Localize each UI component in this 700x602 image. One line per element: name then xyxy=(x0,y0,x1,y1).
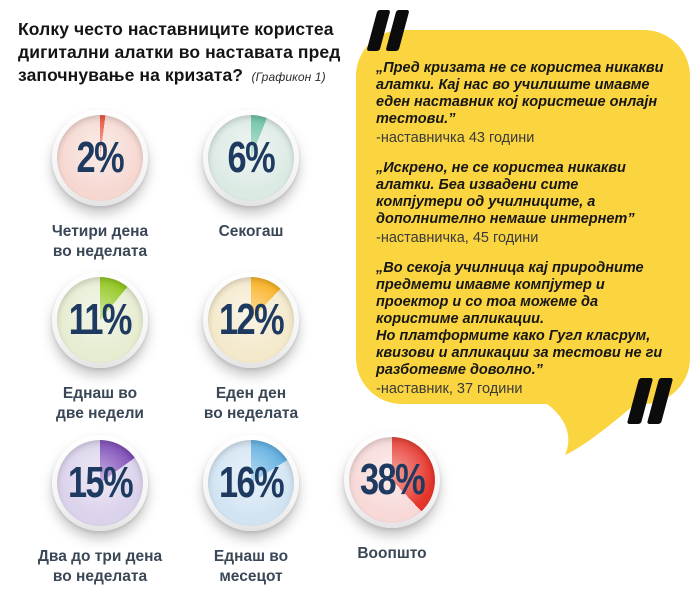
quote-text: „Пред кризата не се користеа никакви ала… xyxy=(376,60,664,127)
quote-item: „Искрено, не се користеа никакви алатки.… xyxy=(376,160,668,247)
pie-value: 2% xyxy=(76,133,125,182)
pie-chart-four-days-a-week: 2% Четири дена во неделата xyxy=(52,110,148,260)
quote-item: „Пред кризата не се користеа никакви ала… xyxy=(376,60,668,147)
pie-chart-two-three-days-a-week: 15% Два до три дена во неделата xyxy=(38,435,162,585)
pie-value: 12% xyxy=(218,295,285,344)
quote-text: „Во секоја училница кај природните предм… xyxy=(376,260,663,378)
quote-item: „Во секоја училница кај природните предм… xyxy=(376,260,668,398)
pie-value: 11% xyxy=(68,295,133,344)
pie-label: Еднаш во месецот xyxy=(213,548,289,585)
quote-author: -наставничка, 45 години xyxy=(376,230,539,246)
pie-label: Еднаш во две недели xyxy=(56,385,144,422)
speech-bubble xyxy=(356,30,690,404)
pie-label: Два до три дена во неделата xyxy=(37,548,163,585)
pie-value: 15% xyxy=(67,458,134,507)
title-text: Колку често наставниците користеа дигита… xyxy=(18,19,341,85)
pie-chart-once-a-month: 16% Еднаш во месецот xyxy=(203,435,299,585)
pie-label: Еден ден во неделата xyxy=(203,385,299,422)
pie-chart-always: 6% Секогаш xyxy=(203,110,299,240)
quote-author: -наставничка 43 години xyxy=(376,130,535,146)
pie-chart-once-in-two-weeks: 11% Еднаш во две недели xyxy=(52,272,148,422)
quote-text: „Искрено, не се користеа никакви алатки.… xyxy=(376,160,635,227)
pie-label: Секогаш xyxy=(218,223,284,240)
quotes-container: „Пред кризата не се користеа никакви ала… xyxy=(376,60,668,411)
quote-author: -наставник, 37 години xyxy=(376,381,523,397)
pie-label: Четири дена во неделата xyxy=(51,223,149,260)
pie-chart-one-day-a-week: 12% Еден ден во неделата xyxy=(203,272,299,422)
pie-value: 38% xyxy=(359,455,426,504)
pie-value: 6% xyxy=(227,133,276,182)
page-title: Колку често наставниците користеа дигита… xyxy=(18,18,366,86)
chart-reference-note: (Графикон 1) xyxy=(251,69,326,84)
pie-value: 16% xyxy=(218,458,285,507)
open-quote-icon xyxy=(366,10,410,51)
pie-label: Воопшто xyxy=(357,545,427,562)
pie-chart-not-at-all: 38% Воопшто xyxy=(344,432,440,562)
speech-bubble-tail xyxy=(541,400,640,455)
